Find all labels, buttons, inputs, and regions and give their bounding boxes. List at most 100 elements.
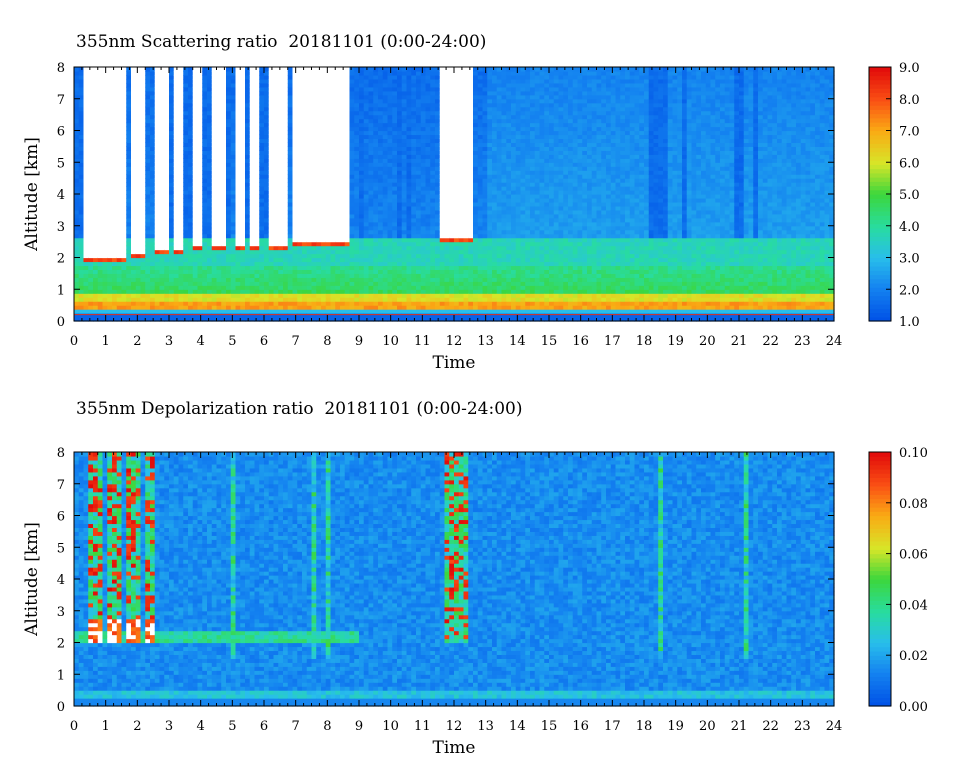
heatmap-cell — [335, 269, 341, 274]
heatmap-cell — [430, 86, 436, 92]
heatmap-cell — [430, 174, 436, 179]
heatmap-cell — [359, 197, 365, 203]
heatmap-cell — [278, 233, 284, 239]
heatmap-cell — [439, 122, 446, 128]
heatmap-cell — [354, 134, 360, 140]
heatmap-cell — [112, 261, 118, 267]
heatmap-cell — [249, 122, 256, 128]
heatmap-cell — [292, 261, 298, 267]
heatmap-cell — [169, 190, 175, 195]
heatmap-cell — [83, 273, 89, 278]
heatmap-cell — [363, 114, 370, 120]
heatmap-cell — [249, 186, 256, 191]
heatmap-cell — [245, 82, 251, 88]
heatmap-cell — [102, 261, 108, 267]
heatmap-cell — [273, 94, 279, 100]
heatmap-cell — [340, 233, 346, 239]
heatmap-cell — [131, 225, 137, 231]
heatmap-cell — [439, 114, 446, 120]
heatmap-cell — [249, 154, 256, 159]
heatmap-cell — [230, 201, 237, 207]
heatmap-cell — [278, 162, 284, 167]
heatmap-cell — [202, 154, 208, 159]
heatmap-cell — [401, 154, 408, 159]
heatmap-cell — [430, 261, 436, 267]
heatmap-cell — [164, 225, 170, 231]
heatmap-cell — [240, 213, 246, 219]
heatmap-cell — [249, 277, 256, 282]
heatmap-cell — [292, 229, 298, 235]
heatmap-cell — [430, 265, 436, 271]
heatmap-cell — [268, 178, 275, 183]
heatmap-cell — [397, 301, 403, 306]
heatmap-cell — [325, 150, 332, 155]
heatmap-cell — [359, 273, 365, 278]
heatmap-cell — [259, 174, 265, 179]
heatmap-cell — [135, 86, 142, 92]
heatmap-cell — [340, 293, 346, 298]
heatmap-cell — [363, 237, 370, 243]
heatmap-cell — [140, 217, 146, 223]
heatmap-cell — [316, 190, 322, 195]
heatmap-cell — [273, 150, 279, 155]
heatmap-cell — [107, 297, 113, 302]
heatmap-cell — [183, 130, 189, 136]
heatmap-cell — [401, 186, 408, 191]
heatmap-cell — [216, 134, 222, 140]
heatmap-cell — [178, 126, 184, 132]
heatmap-cell — [406, 221, 412, 227]
heatmap-cell — [368, 277, 374, 282]
heatmap-cell — [83, 142, 89, 147]
heatmap-cell — [240, 70, 246, 76]
heatmap-cell — [145, 82, 151, 88]
heatmap-cell — [97, 67, 104, 72]
heatmap-cell — [197, 253, 203, 259]
heatmap-cell — [249, 285, 256, 290]
heatmap-cell — [83, 253, 89, 259]
heatmap-cell — [273, 166, 279, 171]
heatmap-cell — [173, 265, 180, 271]
heatmap-cell — [245, 154, 251, 159]
heatmap-cell — [416, 213, 422, 219]
heatmap-cell — [311, 182, 317, 187]
heatmap-cell — [439, 237, 446, 243]
heatmap-cell — [259, 150, 265, 155]
heatmap-cell — [226, 190, 232, 195]
heatmap-cell — [425, 102, 431, 108]
heatmap-cell — [335, 229, 341, 235]
heatmap-cell — [112, 273, 118, 278]
heatmap-cell — [316, 70, 322, 76]
heatmap-cell — [425, 186, 431, 191]
heatmap-cell — [387, 166, 393, 171]
heatmap-cell — [439, 217, 446, 223]
heatmap-cell — [378, 257, 384, 263]
heatmap-cell — [430, 74, 436, 80]
heatmap-cell — [368, 229, 374, 235]
heatmap-cell — [135, 313, 142, 318]
heatmap-cell — [425, 162, 431, 167]
heatmap-cell — [344, 158, 351, 163]
heatmap-cell — [197, 201, 203, 207]
heatmap-cell — [387, 174, 393, 179]
heatmap-cell — [188, 309, 194, 314]
heatmap-cell — [235, 190, 241, 195]
heatmap-cell — [188, 293, 194, 298]
heatmap-cell — [392, 142, 398, 147]
heatmap-cell — [74, 293, 80, 298]
heatmap-cell — [397, 265, 403, 271]
heatmap-cell — [164, 110, 170, 116]
heatmap-cell — [330, 67, 336, 72]
heatmap-cell — [439, 261, 446, 267]
heatmap-cell — [107, 70, 113, 76]
heatmap-cell — [88, 301, 94, 306]
heatmap-cell — [173, 158, 180, 163]
heatmap-cell — [302, 297, 308, 302]
heatmap-cell — [297, 201, 303, 207]
heatmap-cell — [207, 245, 213, 251]
heatmap-cell — [387, 194, 393, 199]
heatmap-cell — [235, 257, 241, 263]
heatmap-cell — [126, 106, 132, 112]
heatmap-cell — [216, 82, 222, 88]
heatmap-cell — [287, 253, 294, 259]
heatmap-cell — [183, 257, 189, 263]
